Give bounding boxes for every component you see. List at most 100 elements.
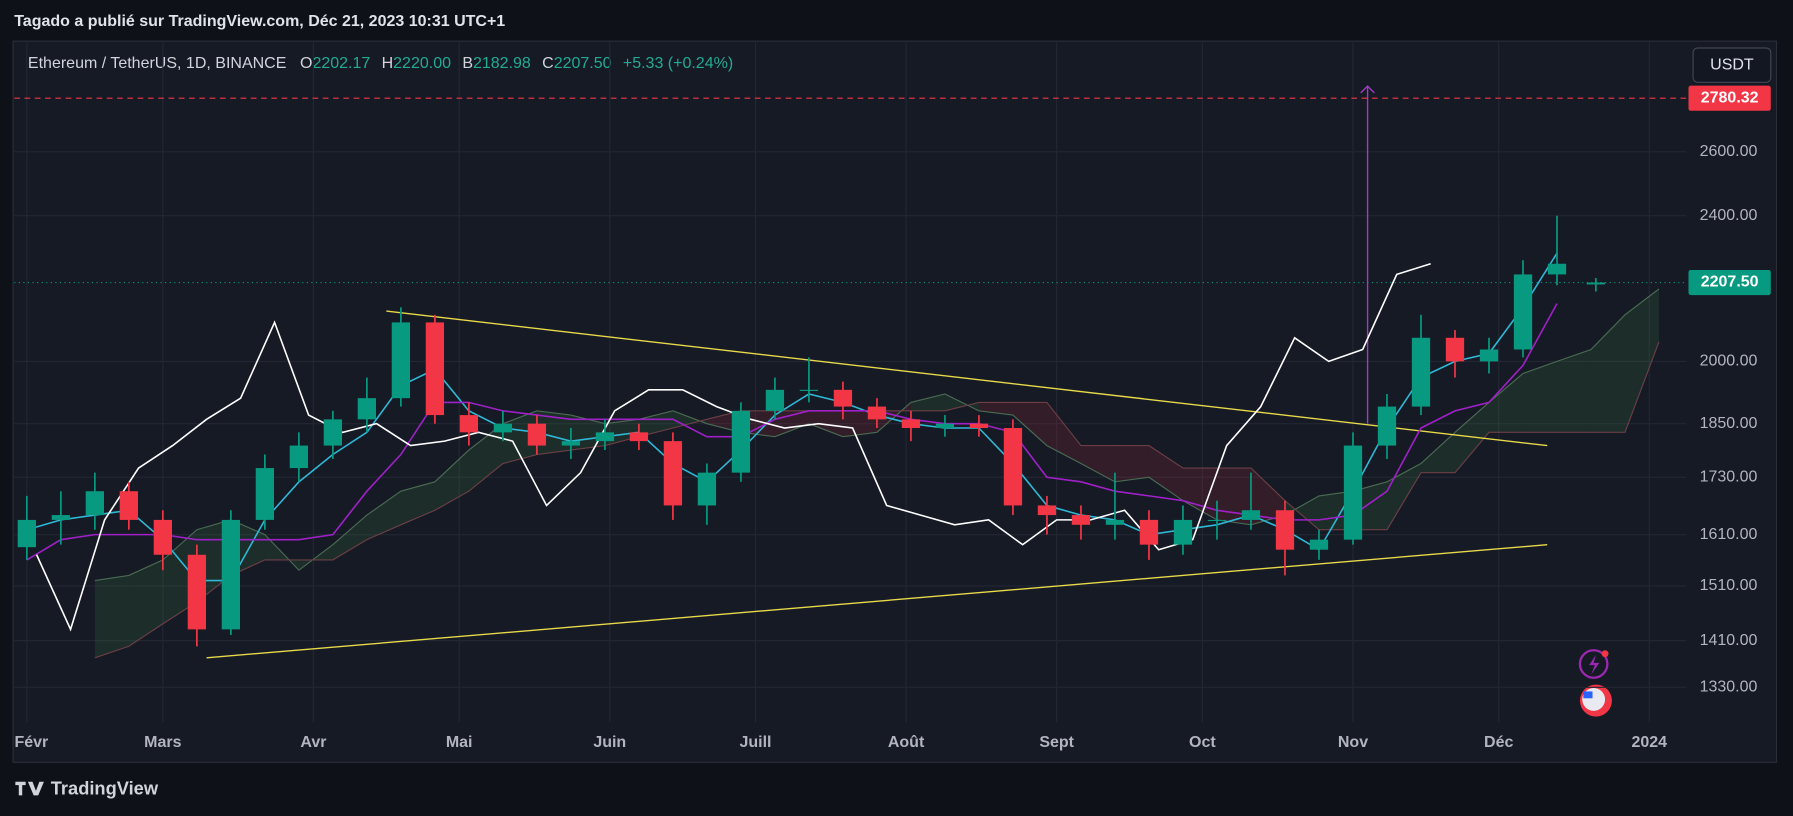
ohlc-value: 2207.50 xyxy=(554,55,612,72)
footer-text: TradingView xyxy=(51,778,159,799)
candle-body xyxy=(1411,337,1431,407)
cloud-segment xyxy=(1012,402,1047,446)
indicator-line xyxy=(26,303,1558,561)
cloud-segment xyxy=(1420,432,1455,473)
candle-body xyxy=(1309,539,1329,550)
candle-body xyxy=(1445,337,1465,362)
candle-body xyxy=(969,423,989,428)
plot-area xyxy=(14,85,1687,659)
cloud-segment xyxy=(978,402,1013,416)
candle-body xyxy=(391,322,411,399)
y-tick-label: 1730.00 xyxy=(1700,468,1758,485)
candle-body xyxy=(255,468,275,520)
candle-body xyxy=(1586,282,1606,285)
candle-body xyxy=(85,491,104,516)
candle-body xyxy=(51,515,70,520)
cloud-segment xyxy=(1114,445,1149,482)
candle-body xyxy=(663,441,683,506)
candle-body xyxy=(1479,349,1499,362)
cloud-segment xyxy=(468,423,503,492)
candle-body xyxy=(1139,519,1159,545)
ohlc-key: O xyxy=(300,55,312,72)
trendline xyxy=(206,544,1548,659)
cloud-segment xyxy=(128,559,163,647)
ohlc-value: 2220.00 xyxy=(393,55,451,72)
candle-body xyxy=(731,410,751,473)
cloud-segment xyxy=(1182,468,1217,520)
cloud-segment xyxy=(1148,445,1183,501)
y-tick-label: 1330.00 xyxy=(1700,679,1758,696)
cloud-segment xyxy=(434,450,469,511)
candle-body xyxy=(1105,519,1125,525)
cloud-segment xyxy=(1625,288,1660,433)
price-tag-label: 2207.50 xyxy=(1701,274,1759,291)
candle-body xyxy=(799,389,819,391)
ohlc-key: C xyxy=(542,55,554,72)
candle-body xyxy=(1173,519,1193,545)
candle-body xyxy=(867,406,887,420)
candle-body xyxy=(357,398,377,420)
candle-body xyxy=(1037,505,1057,516)
cloud-segment xyxy=(1591,314,1626,433)
candle-body xyxy=(153,519,173,555)
cloud-segment xyxy=(94,575,129,658)
currency-button[interactable] xyxy=(1692,47,1772,83)
candle-body xyxy=(493,423,513,433)
candle-body xyxy=(1207,519,1227,522)
x-tick-label: Déc xyxy=(1484,734,1513,751)
cloud-segment xyxy=(1284,495,1319,530)
candle-body xyxy=(527,423,547,446)
cloud-segment xyxy=(808,410,843,437)
x-tick-label: Sept xyxy=(1039,734,1074,751)
y-tick-label: 2000.00 xyxy=(1700,353,1758,370)
cloud-segment xyxy=(910,393,945,411)
x-tick-label: Févr xyxy=(14,734,48,751)
candle-body xyxy=(221,519,241,630)
alert-icon[interactable] xyxy=(1578,649,1609,679)
cloud-segment xyxy=(400,481,435,525)
ohlc-value: 2202.17 xyxy=(312,55,370,72)
y-tick-label: 1610.00 xyxy=(1700,526,1758,543)
currency-label[interactable]: USDT xyxy=(1710,56,1754,73)
y-tick-label: 2400.00 xyxy=(1700,207,1758,224)
cloud-segment xyxy=(1488,373,1523,433)
price-tag xyxy=(1688,85,1771,111)
candle-body xyxy=(289,445,309,469)
trendline xyxy=(386,310,1548,447)
published-line: Tagado a publié sur TradingView.com, Déc… xyxy=(14,13,505,30)
cloud-segment xyxy=(1080,445,1115,482)
x-tick-label: Août xyxy=(888,734,925,751)
price-tag xyxy=(1688,269,1771,296)
candle-body xyxy=(697,472,717,506)
candle-body xyxy=(1377,406,1397,446)
candle-body xyxy=(833,389,853,407)
chart-pane xyxy=(12,40,1778,763)
arrow-head xyxy=(1360,85,1375,94)
icons xyxy=(1578,649,1612,717)
candle-body xyxy=(1547,263,1567,275)
alert-bolt xyxy=(1589,654,1600,675)
alert-dot xyxy=(1601,650,1609,658)
change: +5.33 (+0.24%) xyxy=(623,55,733,72)
footer-logo: TradingView xyxy=(15,778,159,799)
candle-body xyxy=(901,419,921,428)
symbol-legend: Ethereum / TetherUS, 1D, BINANCE O2202.1… xyxy=(28,55,733,72)
indicator-line xyxy=(26,252,1558,582)
x-tick-label: 2024 xyxy=(1631,734,1667,751)
candle-body xyxy=(459,415,479,433)
candle-body xyxy=(765,389,785,411)
candle-body xyxy=(595,432,615,442)
grid xyxy=(14,42,1687,723)
candle-body xyxy=(17,519,36,548)
candle-body xyxy=(425,322,445,416)
cloud-segment xyxy=(332,515,367,560)
symbol: Ethereum / TetherUS, 1D, BINANCE xyxy=(28,55,286,72)
candle-body xyxy=(119,491,138,520)
candle-body xyxy=(1071,515,1091,525)
y-tick-label: 1510.00 xyxy=(1700,577,1758,594)
x-tick-label: Mars xyxy=(144,734,181,751)
ohlc-key: H xyxy=(382,55,394,72)
y-tick-label: 1410.00 xyxy=(1700,632,1758,649)
